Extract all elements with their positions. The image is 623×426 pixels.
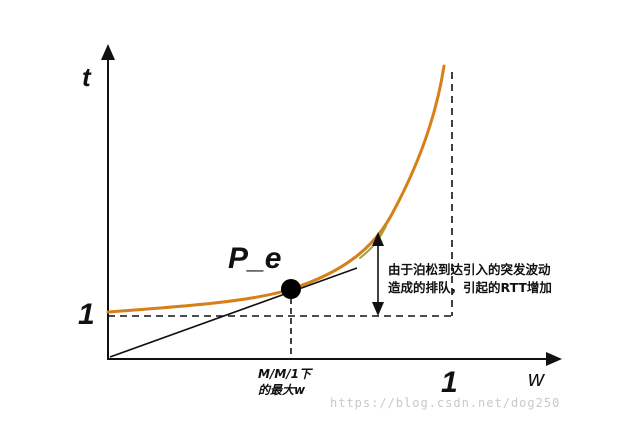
rtt-annotation: 由于泊松到达引入的突发波动 造成的排队，引起的RTT增加: [388, 261, 552, 297]
x-axis-label: w: [528, 366, 544, 391]
y-axis-arrow: [101, 44, 115, 60]
rtt-annotation-line1: 由于泊松到达引入的突发波动: [388, 262, 551, 277]
x-axis-arrow: [546, 352, 562, 366]
y-tick-label: 1: [78, 298, 95, 331]
x-tick-label: 1: [441, 366, 458, 399]
y-axis-label: t: [82, 62, 91, 92]
pe-label: P_e: [228, 242, 282, 275]
tangent-line: [109, 267, 358, 358]
pe-point: [281, 279, 301, 299]
max-w-annotation-line1: M/M/1下: [258, 367, 311, 381]
watermark: https://blog.csdn.net/dog250: [330, 396, 561, 410]
rtt-curve: [106, 64, 446, 314]
rtt-arrow-head-top: [372, 232, 384, 246]
rtt-arrow-head-bottom: [372, 302, 384, 316]
max-w-annotation: M/M/1下 的最大w: [258, 366, 311, 398]
rtt-annotation-line2: 造成的排队，引起的RTT增加: [388, 280, 552, 295]
max-w-annotation-line2: 的最大w: [258, 383, 306, 397]
